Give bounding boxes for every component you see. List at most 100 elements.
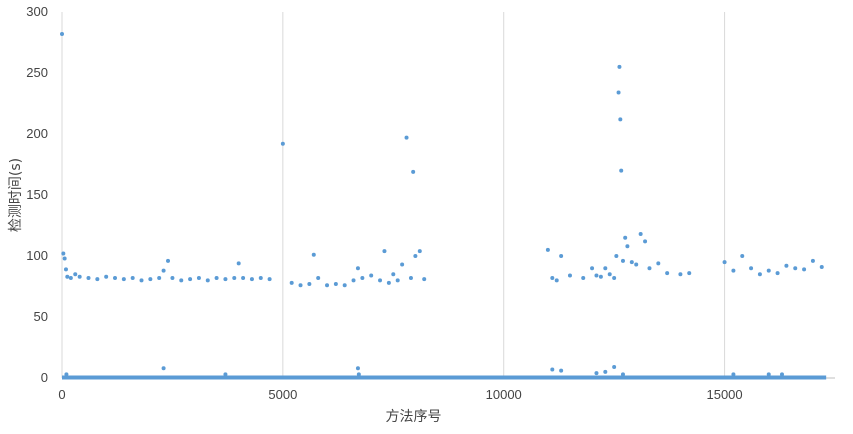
- data-point-0-86: [722, 260, 727, 265]
- data-point-0-14: [139, 278, 144, 283]
- data-point-0-89: [749, 266, 754, 271]
- data-point-0-28: [241, 275, 246, 280]
- data-point-0-111: [779, 372, 784, 377]
- data-point-0-108: [620, 372, 625, 377]
- data-point-0-71: [617, 64, 622, 69]
- data-point-0-48: [391, 272, 396, 277]
- data-point-0-85: [687, 271, 692, 276]
- data-point-0-21: [188, 277, 193, 282]
- data-point-0-72: [618, 117, 623, 122]
- data-point-0-4: [65, 274, 70, 279]
- data-point-0-3: [63, 267, 68, 272]
- data-point-0-98: [64, 372, 69, 377]
- data-point-0-92: [775, 271, 780, 276]
- data-point-0-43: [360, 275, 365, 280]
- data-point-0-35: [307, 282, 312, 287]
- grid-lines: [61, 12, 726, 378]
- data-point-0-47: [386, 280, 391, 285]
- y-tick-label-2: 100: [26, 248, 48, 263]
- data-point-0-5: [68, 275, 73, 280]
- y-tick-label-6: 300: [26, 4, 48, 19]
- data-point-0-78: [634, 262, 639, 267]
- data-point-0-25: [223, 277, 228, 282]
- x-tick-label-3: 15000: [706, 387, 742, 402]
- data-point-0-79: [638, 232, 643, 237]
- data-point-0-31: [267, 277, 272, 282]
- data-point-0-100: [223, 372, 228, 377]
- data-point-0-46: [382, 249, 387, 254]
- data-point-0-51: [404, 135, 409, 140]
- data-point-0-49: [395, 278, 400, 283]
- data-point-0-15: [148, 277, 153, 282]
- x-axis-title: 方法序号: [386, 409, 442, 425]
- y-tick-label-0: 0: [41, 370, 48, 385]
- data-point-0-106: [603, 369, 608, 374]
- data-point-0-55: [417, 249, 422, 254]
- data-point-0-59: [554, 278, 559, 283]
- data-point-0-105: [594, 371, 599, 376]
- y-tick-label-1: 50: [34, 309, 48, 324]
- data-point-0-10: [104, 274, 109, 279]
- data-point-0-40: [342, 283, 347, 288]
- data-point-0-88: [740, 254, 745, 258]
- data-point-0-64: [594, 273, 599, 278]
- x-axis-ticks: 0 5000 10000 15000: [58, 387, 742, 402]
- data-point-0-99: [161, 366, 166, 371]
- data-point-0-110: [766, 372, 771, 377]
- data-point-0-90: [757, 272, 762, 277]
- y-tick-label-4: 200: [26, 126, 48, 141]
- data-point-0-29: [249, 277, 254, 282]
- data-point-0-63: [590, 266, 595, 271]
- data-point-0-74: [620, 258, 625, 263]
- data-point-0-24: [214, 275, 219, 280]
- data-point-0-33: [289, 280, 294, 285]
- data-point-0-32: [280, 141, 285, 146]
- data-point-0-67: [607, 272, 612, 277]
- data-point-0-62: [581, 275, 586, 280]
- data-point-0-96: [810, 258, 815, 263]
- data-point-0-87: [731, 268, 736, 273]
- data-point-0-50: [400, 262, 405, 267]
- data-point-0-84: [678, 272, 683, 277]
- data-point-0-11: [113, 275, 118, 280]
- y-axis-ticks: 0 50 100 150 200 250 300: [26, 4, 48, 385]
- data-point-0-45: [378, 278, 383, 283]
- data-point-0-80: [643, 239, 648, 244]
- data-point-0-9: [95, 277, 100, 282]
- data-point-0-20: [179, 278, 184, 283]
- x-tick-label-0: 0: [58, 387, 65, 402]
- data-point-0-95: [802, 267, 807, 272]
- data-point-0-82: [656, 261, 661, 266]
- data-point-0-68: [612, 275, 617, 280]
- data-point-0-109: [731, 372, 736, 377]
- data-point-0-1: [61, 251, 66, 256]
- data-point-0-26: [232, 275, 237, 280]
- data-point-0-60: [559, 254, 564, 258]
- y-axis-title: 检测时间(s): [8, 158, 24, 232]
- data-point-0-75: [623, 235, 628, 240]
- data-point-0-38: [325, 283, 330, 288]
- data-point-0-76: [625, 244, 630, 249]
- data-point-0-53: [411, 169, 416, 174]
- data-point-0-58: [550, 275, 555, 280]
- data-point-0-91: [766, 268, 771, 273]
- data-point-0-56: [422, 277, 427, 282]
- data-point-0-16: [157, 275, 162, 280]
- data-point-0-30: [258, 275, 263, 280]
- data-point-0-103: [550, 367, 555, 372]
- data-point-0-52: [408, 275, 413, 280]
- data-point-0-94: [793, 266, 798, 271]
- data-point-0-2: [62, 256, 67, 261]
- data-point-0-36: [311, 252, 316, 257]
- data-point-0-39: [333, 282, 338, 287]
- data-point-0-13: [130, 275, 135, 280]
- data-point-0-61: [567, 273, 572, 278]
- data-point-0-19: [170, 275, 175, 280]
- data-point-0-34: [298, 283, 303, 288]
- data-point-0-93: [784, 263, 789, 268]
- data-point-0-37: [316, 275, 321, 280]
- data-point-0-107: [612, 365, 617, 370]
- data-point-0-70: [616, 90, 621, 95]
- data-point-0-41: [351, 278, 356, 283]
- data-point-0-83: [665, 271, 670, 276]
